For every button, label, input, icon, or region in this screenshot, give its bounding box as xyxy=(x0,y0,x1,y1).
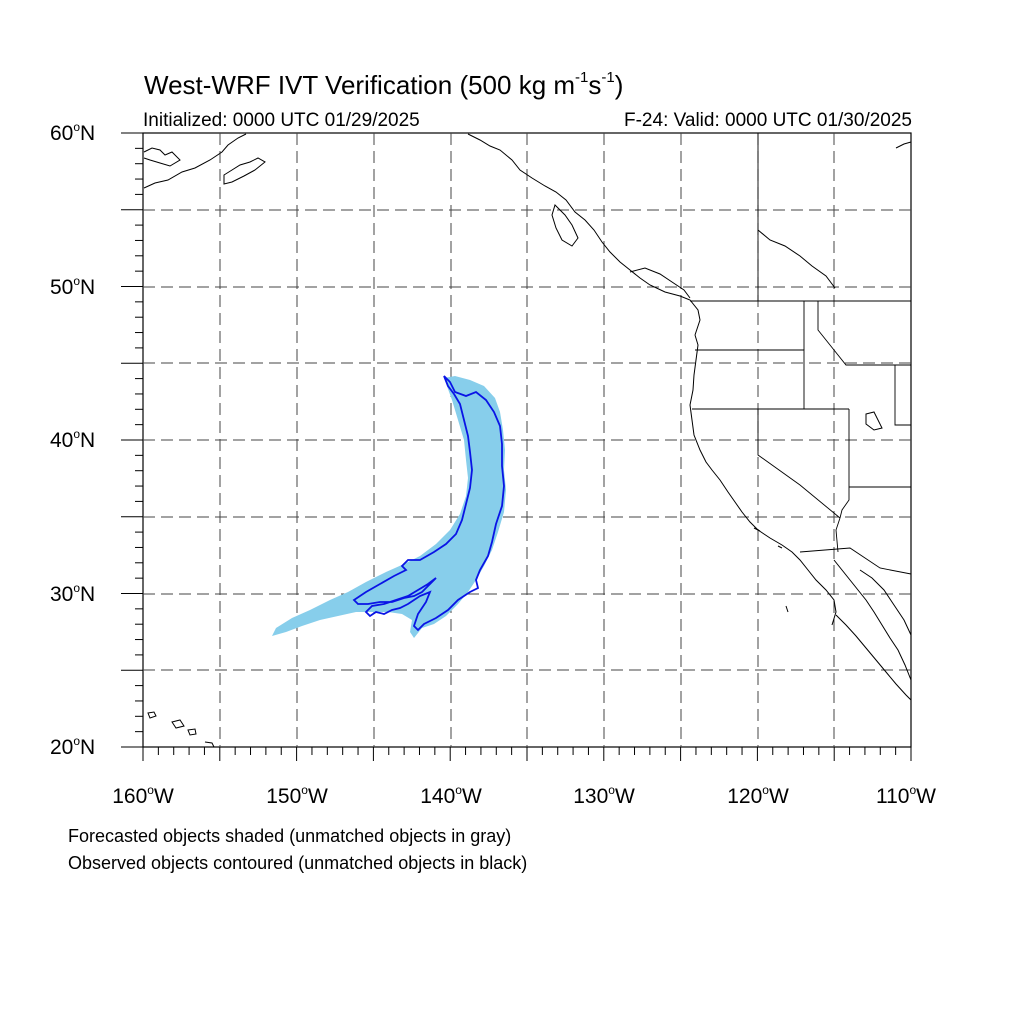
lat-label-60n: 60oN xyxy=(50,120,96,145)
lon-label-160w: 160oW xyxy=(112,783,174,808)
lon-label-150w: 150oW xyxy=(266,783,328,808)
lat-label-20n: 20oN xyxy=(50,734,96,759)
axis-ticks xyxy=(121,132,912,761)
forecast-ivt-object xyxy=(272,376,506,638)
lat-label-40n: 40oN xyxy=(50,427,96,452)
grid-lines xyxy=(143,133,911,747)
plot-title: West-WRF IVT Verification (500 kg m-1s-1… xyxy=(144,69,624,100)
note-forecast: Forecasted objects shaded (unmatched obj… xyxy=(68,826,512,846)
observed-ivt-contour xyxy=(352,375,505,632)
lon-label-110w: 110oW xyxy=(876,783,936,808)
coastlines xyxy=(143,133,912,748)
lat-label-50n: 50oN xyxy=(50,274,96,299)
initialized-time: Initialized: 0000 UTC 01/29/2025 xyxy=(143,110,420,131)
lat-label-30n: 30oN xyxy=(50,581,96,606)
valid-time: F-24: Valid: 0000 UTC 01/30/2025 xyxy=(624,110,912,131)
lon-label-140w: 140oW xyxy=(420,783,482,808)
state-boundaries xyxy=(690,133,912,575)
note-observed: Observed objects contoured (unmatched ob… xyxy=(68,853,528,873)
lon-label-120w: 120oW xyxy=(727,783,789,808)
lon-label-130w: 130oW xyxy=(573,783,635,808)
